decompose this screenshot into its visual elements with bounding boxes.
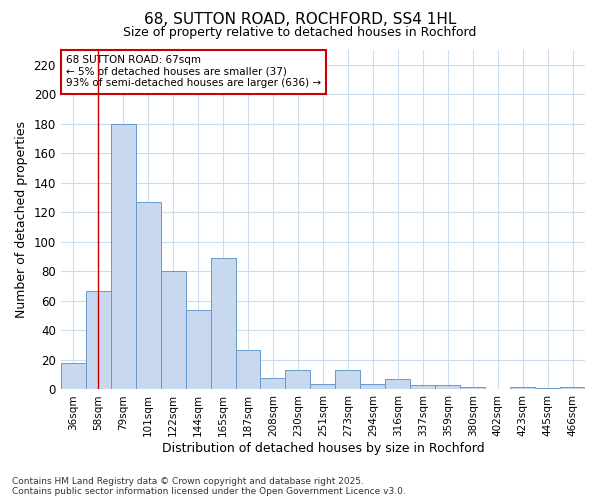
Bar xyxy=(310,384,335,390)
Y-axis label: Number of detached properties: Number of detached properties xyxy=(15,121,28,318)
Text: Size of property relative to detached houses in Rochford: Size of property relative to detached ho… xyxy=(124,26,476,39)
Bar xyxy=(361,384,385,390)
Bar xyxy=(435,385,460,390)
Text: Contains HM Land Registry data © Crown copyright and database right 2025.
Contai: Contains HM Land Registry data © Crown c… xyxy=(12,476,406,496)
Bar xyxy=(211,258,236,390)
X-axis label: Distribution of detached houses by size in Rochford: Distribution of detached houses by size … xyxy=(161,442,484,455)
Bar xyxy=(236,350,260,390)
Text: 68 SUTTON ROAD: 67sqm
← 5% of detached houses are smaller (37)
93% of semi-detac: 68 SUTTON ROAD: 67sqm ← 5% of detached h… xyxy=(66,55,321,88)
Bar xyxy=(535,388,560,390)
Bar xyxy=(335,370,361,390)
Bar xyxy=(161,272,185,390)
Bar xyxy=(560,386,585,390)
Bar xyxy=(185,310,211,390)
Text: 68, SUTTON ROAD, ROCHFORD, SS4 1HL: 68, SUTTON ROAD, ROCHFORD, SS4 1HL xyxy=(144,12,456,28)
Bar xyxy=(136,202,161,390)
Bar xyxy=(510,386,535,390)
Bar xyxy=(111,124,136,390)
Bar xyxy=(61,363,86,390)
Bar xyxy=(86,290,111,390)
Bar xyxy=(260,378,286,390)
Bar xyxy=(385,379,410,390)
Bar xyxy=(460,386,485,390)
Bar xyxy=(286,370,310,390)
Bar xyxy=(410,385,435,390)
